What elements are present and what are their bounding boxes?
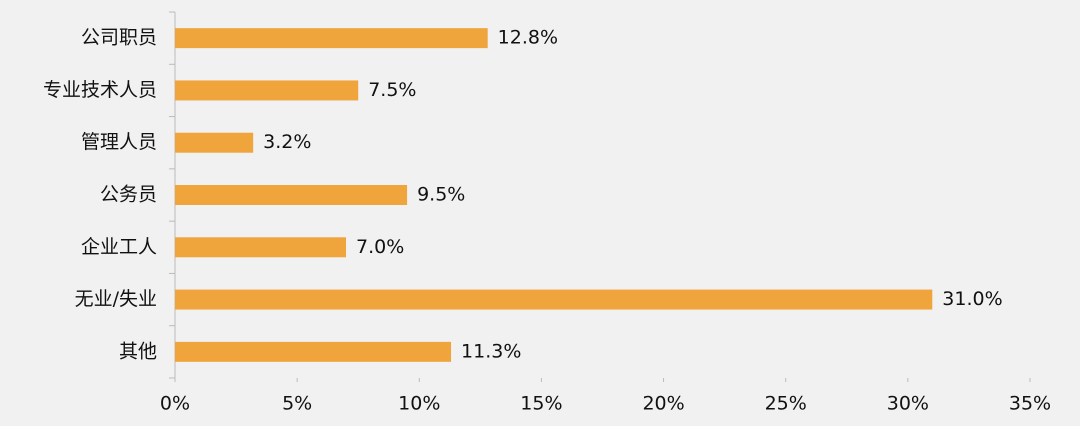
x-tick-label: 5% xyxy=(282,393,312,415)
y-tick-label: 其他 xyxy=(119,340,157,362)
bar xyxy=(175,28,488,49)
bar xyxy=(175,185,408,205)
value-label: 31.0% xyxy=(942,288,1002,310)
x-tick-label: 10% xyxy=(398,393,440,415)
x-tick-label: 25% xyxy=(765,393,807,415)
x-tick-label: 15% xyxy=(520,393,562,415)
x-tick-label: 30% xyxy=(887,393,929,415)
y-tick-label: 公司职员 xyxy=(81,27,157,49)
value-label: 12.8% xyxy=(498,27,558,49)
y-tick-label: 公务员 xyxy=(100,184,157,206)
x-tick-label: 20% xyxy=(642,393,684,415)
x-tick-label: 35% xyxy=(1009,393,1051,415)
bar xyxy=(175,80,359,101)
value-label: 9.5% xyxy=(417,184,465,206)
bar xyxy=(175,132,254,153)
value-label: 7.5% xyxy=(368,79,416,101)
x-tick-label: 0% xyxy=(160,393,190,415)
y-tick-label: 管理人员 xyxy=(81,131,157,153)
value-label: 7.0% xyxy=(356,236,404,258)
bar xyxy=(175,341,452,362)
y-tick-label: 企业工人 xyxy=(81,236,157,258)
value-label: 3.2% xyxy=(263,131,311,153)
y-tick-label: 无业/失业 xyxy=(75,288,157,310)
bar xyxy=(175,237,346,258)
bar xyxy=(175,289,933,310)
value-label: 11.3% xyxy=(461,340,521,362)
y-tick-label: 专业技术人员 xyxy=(43,79,157,101)
